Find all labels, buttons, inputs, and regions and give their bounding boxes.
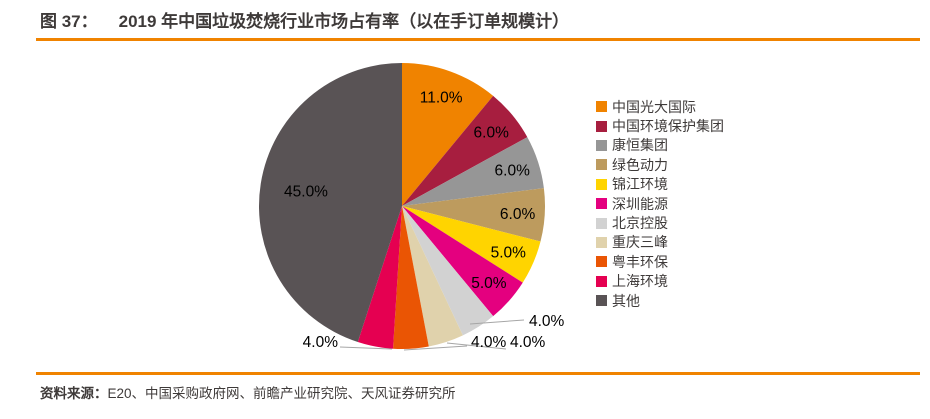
pie-slice bbox=[402, 206, 463, 347]
figure-title-text: 2019 年中国垃圾焚烧行业市场占有率（以在手订单规模计） bbox=[118, 12, 570, 31]
legend-item: 重庆三峰 bbox=[596, 233, 724, 252]
legend-item: 绿色动力 bbox=[596, 155, 724, 174]
source-prefix: 资料来源： bbox=[40, 386, 108, 401]
slice-label: 4.0% bbox=[471, 334, 507, 351]
footer-rule bbox=[36, 372, 920, 375]
chart-legend: 中国光大国际中国环境保护集团 康恒集团绿色动力锦江环境深圳能源北京控股重庆三峰粤丰… bbox=[596, 97, 724, 310]
legend-label: 康恒集团 bbox=[612, 137, 668, 154]
slice-label: 6.0% bbox=[495, 163, 531, 180]
legend-swatch bbox=[596, 295, 607, 307]
legend-swatch bbox=[596, 275, 607, 287]
legend-item: 康恒集团 bbox=[596, 136, 724, 155]
legend-item: 锦江环境 bbox=[596, 175, 724, 194]
slice-label: 6.0% bbox=[474, 125, 510, 142]
pie-slice bbox=[402, 188, 545, 242]
slice-label: 4.0% bbox=[510, 334, 546, 351]
legend-item: 北京控股 bbox=[596, 213, 724, 232]
pie-slice bbox=[393, 206, 429, 350]
slice-label: 5.0% bbox=[491, 245, 527, 262]
leader-line bbox=[403, 345, 468, 351]
legend-label: 中国光大国际 bbox=[612, 98, 696, 115]
legend-item: 上海环境 bbox=[596, 272, 724, 291]
legend-swatch bbox=[596, 178, 607, 190]
legend-swatch bbox=[596, 120, 607, 132]
pie-slice bbox=[259, 63, 402, 342]
legend-swatch bbox=[596, 256, 607, 268]
legend-swatch bbox=[596, 236, 607, 248]
legend-label: 深圳能源 bbox=[612, 195, 668, 212]
source-line: 资料来源：E20、中国采购政府网、前瞻产业研究院、天风证券研究所 bbox=[40, 382, 456, 402]
leader-line bbox=[339, 346, 393, 350]
legend-item: 粤丰环保 bbox=[596, 252, 724, 271]
leader-line bbox=[446, 342, 507, 350]
legend-swatch bbox=[596, 101, 607, 113]
legend-label: 粤丰环保 bbox=[612, 253, 668, 270]
legend-label: 绿色动力 bbox=[612, 156, 668, 173]
legend-swatch bbox=[596, 139, 607, 151]
slice-label: 4.0% bbox=[303, 334, 339, 351]
slice-label: 4.0% bbox=[529, 313, 565, 330]
figure-title: 图 37： 2019 年中国垃圾焚烧行业市场占有率（以在手订单规模计） bbox=[40, 7, 569, 32]
legend-label: 锦江环境 bbox=[612, 176, 668, 193]
slice-label: 45.0% bbox=[284, 183, 328, 200]
slice-label: 6.0% bbox=[500, 206, 536, 223]
pie-slice bbox=[402, 95, 528, 206]
pie-slice bbox=[357, 206, 402, 349]
legend-label: 上海环境 bbox=[612, 273, 668, 290]
legend-label: 重庆三峰 bbox=[612, 234, 668, 251]
legend-swatch bbox=[596, 198, 607, 210]
legend-label: 北京控股 bbox=[612, 215, 668, 232]
title-underline bbox=[36, 38, 920, 41]
legend-item: 中国环境保护集团 bbox=[596, 116, 724, 135]
pie-slice bbox=[402, 206, 523, 317]
legend-swatch bbox=[596, 159, 607, 171]
slice-label: 5.0% bbox=[471, 275, 507, 292]
legend-label: 中国环境保护集团 bbox=[612, 118, 724, 135]
pie-slice bbox=[402, 63, 494, 206]
legend-label: 其他 bbox=[612, 292, 640, 309]
pie-slice bbox=[402, 137, 544, 206]
leader-line bbox=[469, 319, 525, 325]
figure-number: 图 37： bbox=[40, 12, 98, 31]
legend-item: 深圳能源 bbox=[596, 194, 724, 213]
slice-label: 11.0% bbox=[420, 90, 463, 107]
legend-item: 中国光大国际 bbox=[596, 97, 724, 116]
legend-swatch bbox=[596, 217, 607, 229]
pie-slice bbox=[402, 206, 494, 336]
legend-item: 其他 bbox=[596, 291, 724, 310]
pie-slice bbox=[402, 206, 541, 283]
source-text: E20、中国采购政府网、前瞻产业研究院、天风证券研究所 bbox=[107, 386, 456, 401]
